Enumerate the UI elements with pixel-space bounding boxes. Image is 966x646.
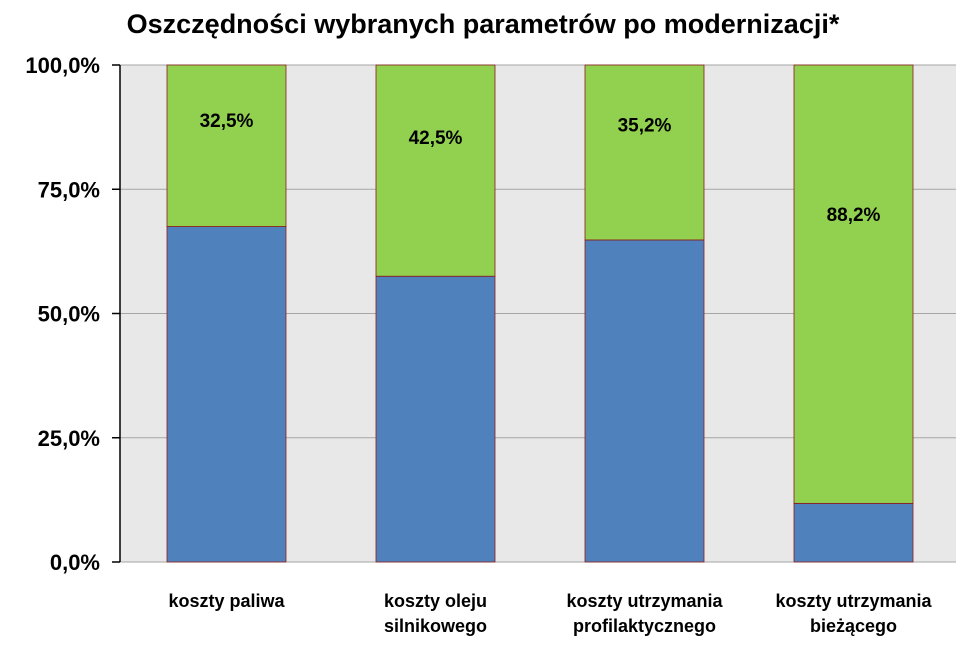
y-tick-label: 0,0% bbox=[50, 550, 100, 575]
x-tick-label-line: koszty utrzymania bbox=[566, 591, 723, 611]
data-labels: 32,5% 42,5% 35,2% 88,2% bbox=[200, 111, 881, 226]
bars bbox=[166, 64, 914, 563]
x-tick-label: koszty utrzymania profilaktycznego bbox=[566, 591, 723, 636]
bar-segment-1-2 bbox=[375, 275, 496, 563]
bar-segment-2-1 bbox=[166, 64, 287, 227]
x-tick-label: koszty oleju silnikowego bbox=[384, 591, 487, 636]
bar-segment-2-2 bbox=[375, 64, 496, 277]
bar-segment-1-3 bbox=[584, 239, 705, 563]
data-label: 35,2% bbox=[618, 115, 672, 136]
chart-title: Oszczędności wybranych parametrów po mod… bbox=[127, 9, 840, 39]
bar-segment-2-3 bbox=[584, 64, 705, 241]
x-tick-label-line: koszty paliwa bbox=[168, 591, 285, 611]
x-tick-label-line: silnikowego bbox=[384, 616, 487, 636]
y-tick-label: 75,0% bbox=[38, 177, 100, 202]
x-tick-label-line: bieżącego bbox=[810, 616, 897, 636]
y-tick-label: 25,0% bbox=[38, 426, 100, 451]
y-tick-label: 50,0% bbox=[38, 302, 100, 327]
y-tick-label: 100,0% bbox=[25, 53, 100, 78]
x-tick-label: koszty utrzymania bieżącego bbox=[775, 591, 932, 636]
x-axis-ticks: koszty paliwa koszty oleju silnikowegokosz… bbox=[168, 591, 932, 636]
y-axis-ticks: 0,0% 25,0% 50,0% 75,0% 100,0% bbox=[25, 53, 121, 575]
x-tick-label-line: koszty oleju bbox=[384, 591, 487, 611]
bar-segment-1-4 bbox=[793, 502, 914, 563]
x-tick-label: koszty paliwa bbox=[168, 591, 285, 611]
data-label: 42,5% bbox=[409, 128, 463, 149]
bar-segment-2-4 bbox=[793, 64, 914, 504]
x-tick-label-line: koszty utrzymania bbox=[775, 591, 932, 611]
bar-segment-1-1 bbox=[166, 226, 287, 563]
data-label: 88,2% bbox=[827, 205, 881, 226]
x-tick-label-line: profilaktycznego bbox=[573, 616, 716, 636]
data-label: 32,5% bbox=[200, 111, 254, 132]
